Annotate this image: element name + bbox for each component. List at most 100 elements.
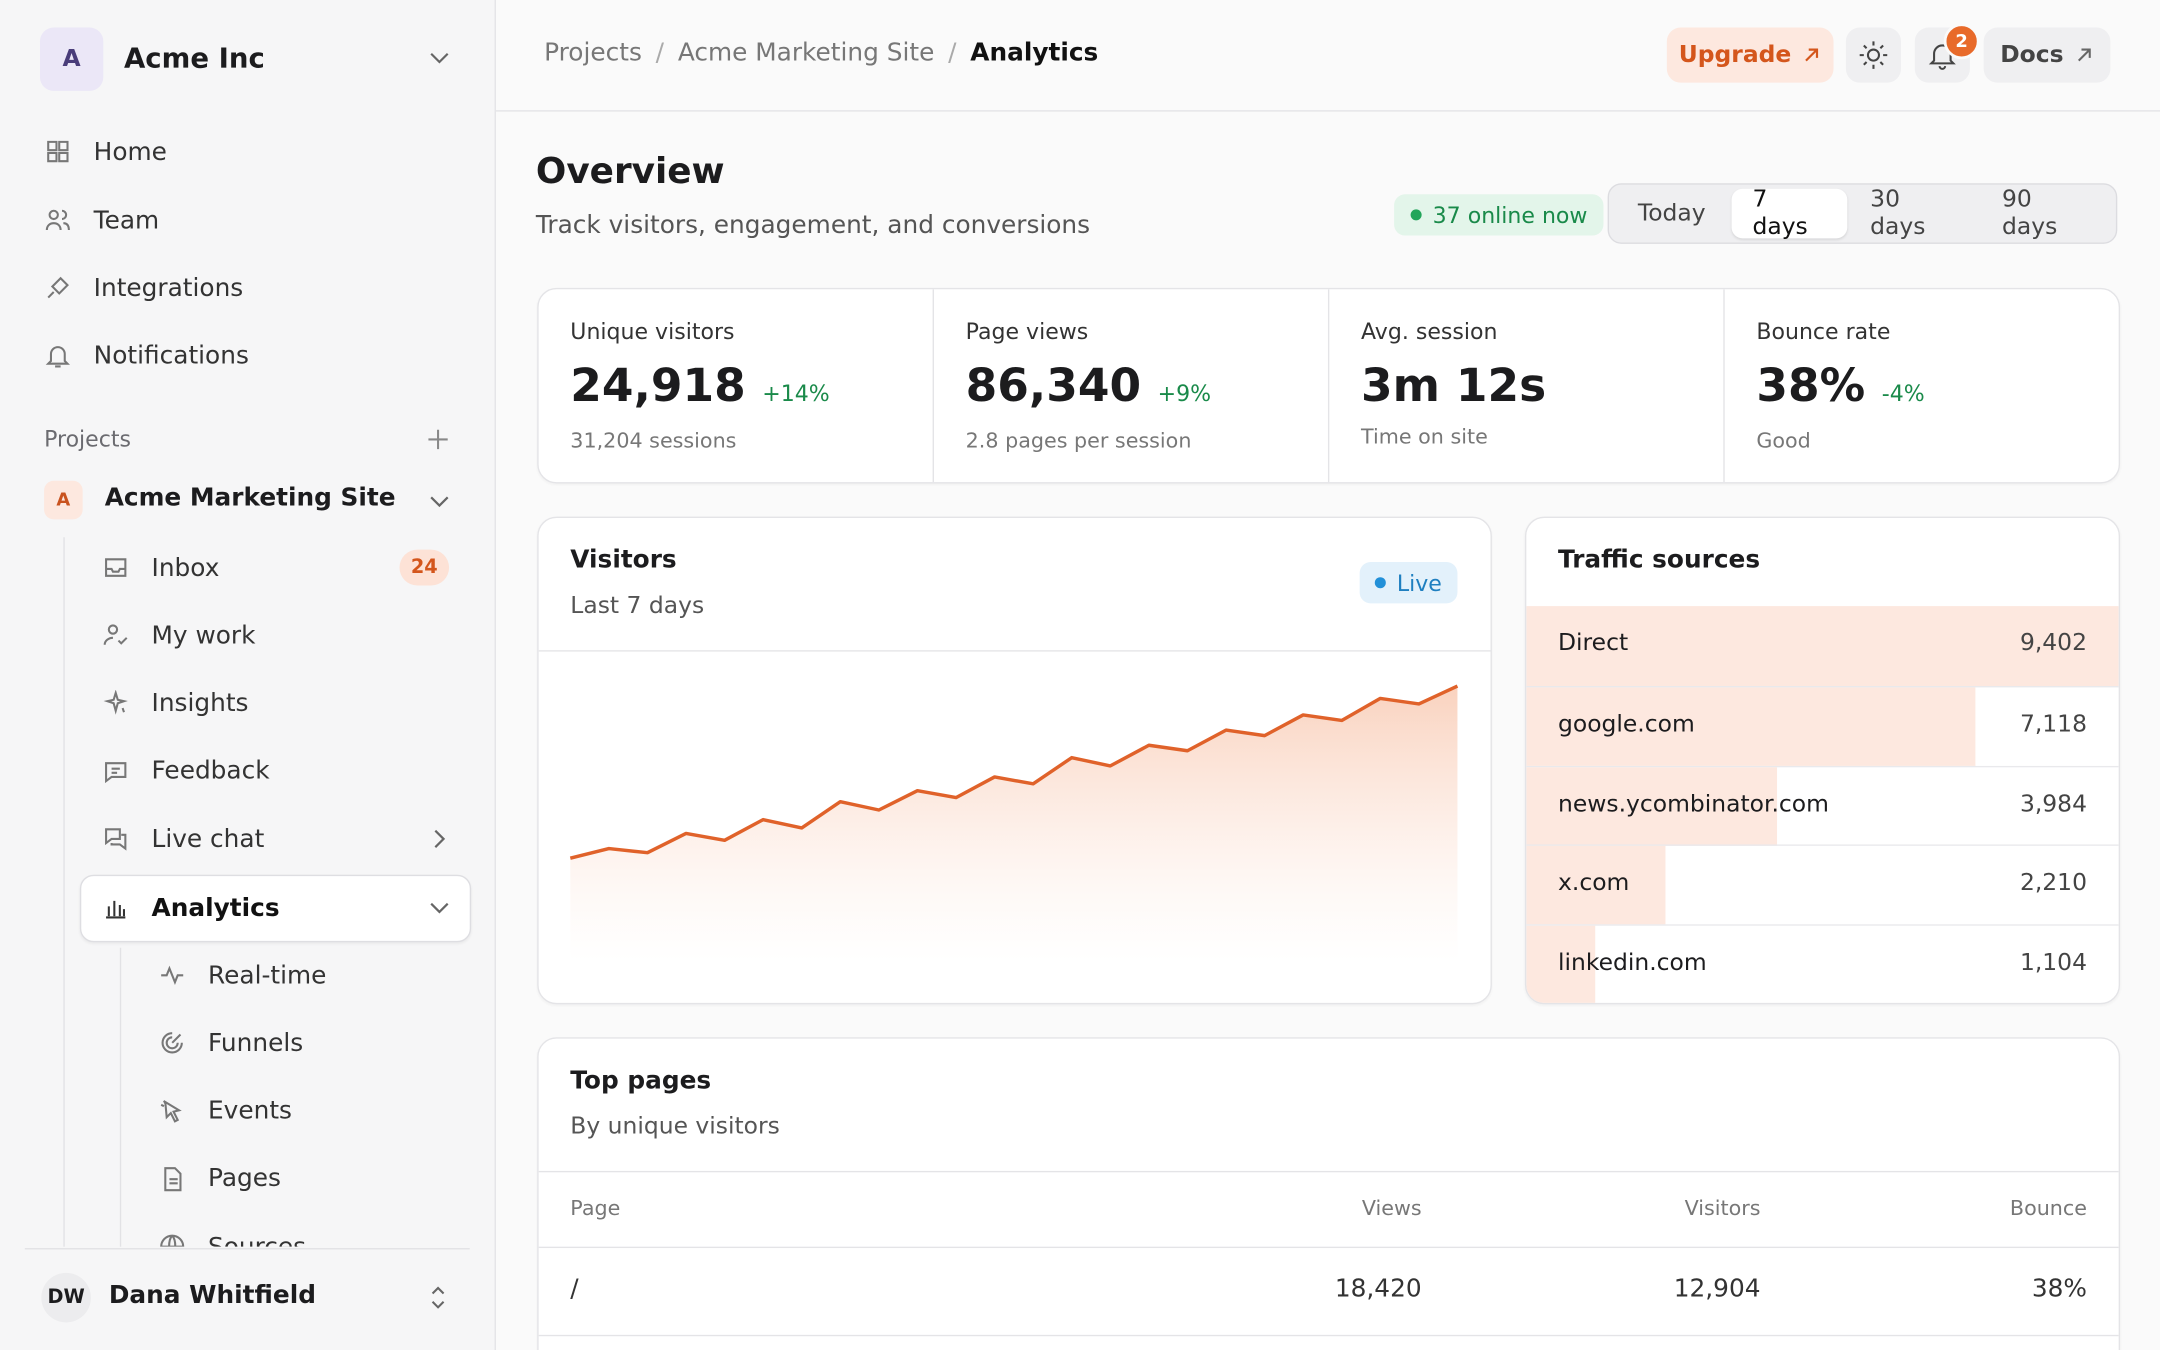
range-tab[interactable]: 30 days (1870, 185, 1926, 242)
traffic-card: Traffic sources Direct 9,402 google.com 7,1… (1524, 516, 2121, 1005)
bar (1526, 925, 1596, 1003)
chevron[interactable] (430, 827, 449, 852)
nav-label: Integrations (93, 273, 244, 303)
nav-item[interactable]: Live chat (102, 812, 264, 867)
stat-row: 86,340 +9% (966, 358, 1211, 412)
card-title: Top pages (570, 1066, 712, 1096)
chevron[interactable] (427, 48, 452, 67)
icon (105, 761, 127, 783)
analytics-item[interactable] (79, 874, 472, 943)
chevron[interactable] (427, 492, 452, 511)
nav-item[interactable]: Funnels (158, 1016, 303, 1071)
nav-label: Sources (208, 1232, 306, 1246)
icon (45, 346, 70, 368)
icon (45, 209, 70, 231)
button-label: Docs (2000, 41, 2064, 69)
nav-item[interactable]: Home (44, 124, 167, 179)
nav-label: Pages (208, 1164, 281, 1194)
nav-label: Feedback (151, 756, 270, 786)
nav-item[interactable]: My work (102, 608, 256, 663)
source-name: x.com (1558, 869, 1630, 898)
card-subtitle: Last 7 days (570, 592, 705, 620)
line (569, 684, 1459, 860)
breadcrumbs: Projects / Acme Marketing Site / Analytics (544, 39, 1098, 68)
section-label: Projects (44, 425, 131, 452)
breadcrumb-separator: / (948, 38, 957, 68)
user-name[interactable]: Dana Whitfield (108, 1281, 316, 1311)
range-tabs: Today 7 days 30 days 90 days (1607, 183, 2118, 244)
docs-button[interactable]: Docs (1983, 27, 2111, 83)
stat-change: +14% (762, 380, 830, 407)
nav-item[interactable]: Inbox (102, 540, 219, 595)
area (570, 686, 1458, 962)
nav-label[interactable]: Analytics (151, 893, 280, 923)
cell: 38% (2031, 1274, 2087, 1304)
icon (160, 1234, 185, 1247)
source-value: 3,984 (2019, 790, 2087, 818)
cell: 18,420 (1334, 1274, 1422, 1304)
bar (1526, 606, 2119, 687)
count-badge: 24 (399, 549, 450, 586)
stat: Page views 86,340 +9% 2.8 pages per session (932, 289, 1328, 483)
nav-item[interactable]: Feedback (102, 744, 270, 799)
org-avatar: A (39, 27, 104, 91)
range-tab[interactable]: 7 days (1731, 186, 1847, 241)
breadcrumb[interactable]: Acme Marketing Site (677, 38, 935, 68)
stat: Avg. session 3m 12s Time on site (1327, 289, 1723, 483)
source-value: 7,118 (2019, 710, 2087, 739)
nav-item[interactable]: Integrations (44, 260, 243, 315)
icon (47, 276, 69, 299)
visitors-card: Visitors Last 7 days Live (537, 516, 1492, 1005)
nav-item[interactable]: Events (158, 1084, 292, 1139)
stat-value: 38% (1756, 358, 1866, 412)
updown[interactable] (427, 1285, 449, 1310)
nav-label: Notifications (93, 340, 249, 370)
stats-card: Unique visitors 24,918 +14% 31,204 sessions… (537, 287, 2121, 484)
nav-item[interactable]: Team (44, 193, 159, 248)
icon-path (160, 1099, 182, 1123)
stat-value: 24,918 (570, 358, 746, 412)
stat-label: Bounce rate (1756, 318, 1891, 345)
nav-item[interactable]: Notifications (44, 328, 249, 383)
icon-path (105, 558, 127, 577)
stat: Unique visitors 24,918 +14% 31,204 sessions (539, 289, 933, 482)
upgrade-button[interactable]: Upgrade (1666, 27, 1834, 83)
line-chart (569, 684, 1459, 962)
icon-path (47, 140, 69, 163)
stat-value: 3m 12s (1361, 358, 1547, 412)
column-header: Views (1361, 1195, 1422, 1221)
breadcrumb[interactable]: Projects (544, 38, 642, 68)
page-title: Overview (535, 151, 725, 193)
column-header: Bounce (2009, 1195, 2087, 1221)
cell: / (570, 1274, 579, 1304)
sidebar: A Acme Inc Projects A Acme Marketing Sit… (0, 0, 496, 1350)
project-name[interactable]: Acme Marketing Site (104, 483, 396, 513)
icon (105, 828, 127, 851)
nav-label: My work (151, 620, 256, 650)
chevron[interactable] (427, 898, 452, 917)
add[interactable] (426, 427, 451, 452)
stat-row: 3m 12s (1361, 358, 1546, 412)
org-name[interactable]: Acme Inc (123, 41, 265, 75)
stat-row: 38% -4% (1756, 358, 1924, 412)
icon-path (164, 1166, 182, 1192)
online-badge: 37 online now (1394, 194, 1604, 236)
theme-button[interactable] (1845, 27, 1902, 83)
stat-note: 31,204 sessions (570, 428, 737, 454)
column-header: Visitors (1684, 1195, 1761, 1221)
icon-path (45, 346, 70, 368)
nav-item[interactable]: Insights (102, 676, 249, 731)
range-tab[interactable]: Today (1637, 199, 1706, 228)
stat-label: Page views (965, 318, 1089, 345)
page-subtitle: Track visitors, engagement, and conversi… (535, 210, 1091, 240)
tree-line (63, 537, 65, 1247)
column-header: Page (570, 1195, 621, 1221)
tree-line (119, 947, 122, 1247)
nav-item[interactable]: Sources (158, 1219, 306, 1247)
range-tab[interactable]: 90 days (2001, 185, 2058, 242)
nav-item[interactable]: Real-time (158, 948, 326, 1003)
icon (160, 1099, 182, 1123)
card-title: Visitors (570, 545, 677, 575)
nav-item[interactable]: Pages (158, 1151, 281, 1206)
icon (1805, 48, 1819, 62)
